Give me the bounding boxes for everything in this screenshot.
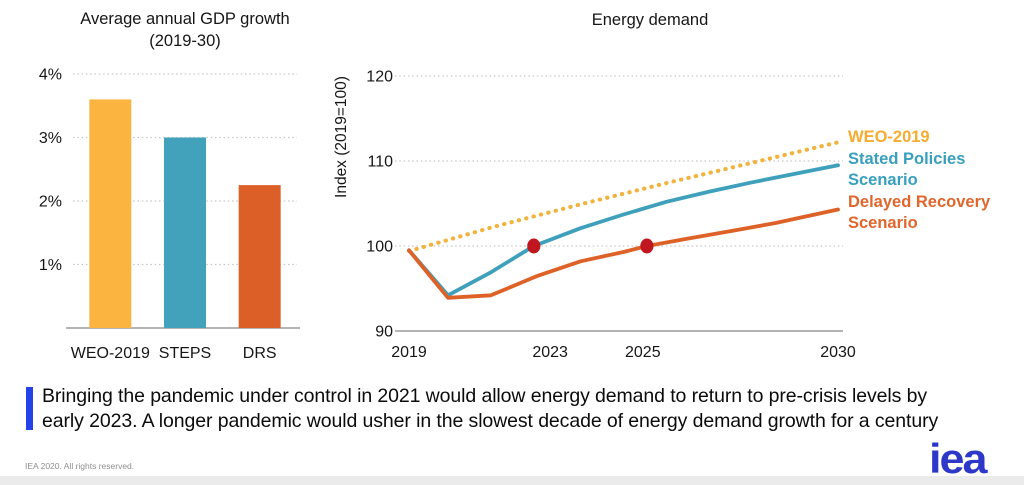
energy-ytick-label: 120 bbox=[366, 69, 393, 86]
gdp-ytick-label: 2% bbox=[39, 194, 62, 211]
energy-ytick-label: 90 bbox=[375, 324, 393, 341]
gdp-bar-weo-2019 bbox=[89, 99, 132, 329]
energy-chart-legend: WEO-2019 Stated Policies Scenario Delaye… bbox=[848, 127, 1016, 235]
gdp-bar-drs bbox=[238, 185, 281, 328]
series-line-weo-2019 bbox=[407, 140, 840, 254]
caption-accent-bar bbox=[26, 387, 33, 430]
gdp-category-label: WEO-2019 bbox=[71, 345, 150, 362]
energy-xtick-label: 2030 bbox=[820, 344, 856, 361]
bottom-strip bbox=[0, 476, 1024, 485]
caption-line2: early 2023. A longer pandemic would ushe… bbox=[42, 410, 939, 432]
energy-xtick-label: 2023 bbox=[532, 344, 568, 361]
energy-ytick-label: 100 bbox=[366, 239, 393, 256]
series-line-stated-policies-scenario bbox=[407, 163, 840, 298]
legend-item-weo-2019: WEO-2019 bbox=[848, 128, 930, 146]
energy-y-axis-label: Index (2019=100) bbox=[333, 76, 350, 198]
energy-xtick-label: 2019 bbox=[391, 344, 427, 361]
gdp-ytick-label: 4% bbox=[39, 67, 62, 84]
iea-logo: iea bbox=[929, 435, 988, 482]
gdp-chart-title-line1: Average annual GDP growth bbox=[80, 10, 290, 28]
gdp-chart-title: Average annual GDP growth (2019-30) bbox=[40, 8, 330, 52]
energy-ytick-label: 110 bbox=[367, 154, 393, 171]
legend-item-delayed-recovery: Delayed Recovery Scenario bbox=[848, 192, 991, 233]
copyright-note: IEA 2020. All rights reserved. bbox=[25, 461, 135, 471]
crossing-marker-dot bbox=[527, 238, 541, 254]
series-line-delayed-recovery-scenario bbox=[407, 207, 840, 300]
caption-line1: Bringing the pandemic under control in 2… bbox=[42, 385, 928, 407]
gdp-ytick-label: 1% bbox=[39, 257, 62, 274]
gdp-ytick-label: 3% bbox=[39, 130, 62, 147]
energy-xtick-label: 2025 bbox=[625, 344, 661, 361]
gdp-chart-title-line2: (2019-30) bbox=[149, 32, 221, 50]
figure-caption: Bringing the pandemic under control in 2… bbox=[42, 384, 1007, 434]
legend-item-stated-policies: Stated Policies Scenario bbox=[848, 149, 966, 190]
gdp-category-label: DRS bbox=[243, 345, 277, 362]
gdp-category-label: STEPS bbox=[159, 345, 211, 362]
energy-chart-title: Energy demand bbox=[591, 11, 709, 29]
crossing-marker-dot bbox=[640, 238, 654, 254]
gdp-bar-steps bbox=[164, 137, 206, 328]
